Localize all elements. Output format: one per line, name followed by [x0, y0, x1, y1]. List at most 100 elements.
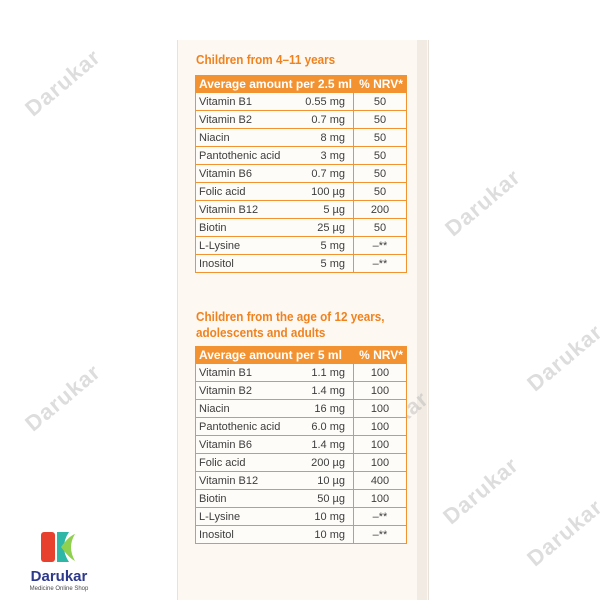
header-nrv-label: % NRV*: [359, 348, 403, 362]
nutrition-table-children: Average amount per 2.5 ml % NRV* Vitamin…: [195, 75, 407, 273]
nutrient-name: Vitamin B1: [199, 95, 252, 108]
table-row: L-Lysine 10 mg –**: [195, 508, 407, 526]
watermark: Darukar: [522, 319, 600, 397]
header-amount-label: Average amount per 2.5 ml: [199, 77, 352, 91]
nutrient-amount: 10 mg: [292, 526, 354, 543]
table-row: Folic acid 200 µg 100: [195, 454, 407, 472]
nutrient-amount: 100 µg: [292, 183, 354, 200]
nutrient-name: L-Lysine: [199, 510, 241, 523]
nutrient-amount: 10 mg: [292, 508, 354, 525]
nutrient-name: L-Lysine: [199, 239, 241, 252]
header-nrv-label: % NRV*: [359, 77, 403, 91]
watermark: Darukar: [440, 164, 526, 242]
nutrient-nrv: 50: [373, 149, 387, 162]
nutrient-name: Pantothenic acid: [199, 420, 281, 433]
section-heading: Children from the age of 12 years, adole…: [196, 309, 385, 341]
table-row: Vitamin B1 1.1 mg 100: [195, 364, 407, 382]
nutrient-nrv: 100: [370, 420, 390, 433]
logo-tagline: Medicine Online Shop: [29, 586, 89, 592]
table-row: L-Lysine 5 mg –**: [195, 237, 407, 255]
nutrient-nrv: –**: [372, 528, 388, 541]
table-row: Vitamin B12 10 µg 400: [195, 472, 407, 490]
nutrient-nrv: –**: [372, 257, 388, 270]
nutrient-amount: 200 µg: [292, 454, 354, 471]
panel-edge: [417, 40, 427, 600]
nutrient-name: Biotin: [199, 492, 227, 505]
nutrient-nrv: 400: [370, 474, 390, 487]
table-row: Folic acid 100 µg 50: [195, 183, 407, 201]
nutrient-name: Vitamin B12: [199, 474, 259, 487]
nutrient-name: Pantothenic acid: [199, 149, 281, 162]
nutrient-amount: 6.0 mg: [292, 418, 354, 435]
heading-line: adolescents and adults: [196, 325, 326, 340]
nutrient-amount: 0.7 mg: [292, 165, 354, 182]
table-row: Pantothenic acid 6.0 mg 100: [195, 418, 407, 436]
nutrient-amount: 1.1 mg: [292, 364, 354, 381]
nutrient-name: Vitamin B6: [199, 167, 252, 180]
nutrient-nrv: 50: [373, 221, 387, 234]
logo-mark-icon: [41, 532, 75, 562]
table-row: Vitamin B12 5 µg 200: [195, 201, 407, 219]
nutrient-name: Folic acid: [199, 456, 246, 469]
table-header: Average amount per 2.5 ml % NRV*: [195, 75, 407, 93]
table-row: Pantothenic acid 3 mg 50: [195, 147, 407, 165]
nutrient-name: Vitamin B6: [199, 438, 252, 451]
nutrient-amount: 0.7 mg: [292, 111, 354, 128]
nutrient-amount: 10 µg: [292, 472, 354, 489]
table-row: Vitamin B1 0.55 mg 50: [195, 93, 407, 111]
nutrient-name: Niacin: [199, 131, 230, 144]
nutrient-nrv: 100: [370, 402, 390, 415]
nutrient-amount: 50 µg: [292, 490, 354, 507]
nutrient-name: Biotin: [199, 221, 227, 234]
header-amount-label: Average amount per 5 ml: [199, 348, 342, 362]
table-row: Vitamin B6 0.7 mg 50: [195, 165, 407, 183]
nutrient-name: Inositol: [199, 257, 234, 270]
nutrient-amount: 1.4 mg: [292, 382, 354, 399]
nutrient-nrv: 100: [370, 456, 390, 469]
watermark: Darukar: [438, 452, 524, 530]
nutrient-amount: 8 mg: [292, 129, 354, 146]
nutrient-nrv: 50: [373, 131, 387, 144]
nutrient-name: Inositol: [199, 528, 234, 541]
logo-name: Darukar: [30, 568, 88, 585]
nutrition-table-adults: Average amount per 5 ml % NRV* Vitamin B…: [195, 346, 407, 544]
nutrient-amount: 25 µg: [292, 219, 354, 236]
nutrient-amount: 3 mg: [292, 147, 354, 164]
nutrient-name: Vitamin B2: [199, 113, 252, 126]
nutrient-amount: 0.55 mg: [292, 93, 354, 110]
nutrient-name: Folic acid: [199, 185, 246, 198]
nutrient-nrv: 100: [370, 492, 390, 505]
nutrient-name: Vitamin B2: [199, 384, 252, 397]
nutrient-amount: 5 mg: [292, 255, 354, 272]
table-row: Biotin 25 µg 50: [195, 219, 407, 237]
watermark: Darukar: [522, 494, 600, 572]
nutrient-amount: 5 µg: [292, 201, 354, 218]
table-header: Average amount per 5 ml % NRV*: [195, 346, 407, 364]
nutrient-nrv: 100: [370, 438, 390, 451]
table-row: Inositol 5 mg –**: [195, 255, 407, 273]
table-row: Vitamin B2 0.7 mg 50: [195, 111, 407, 129]
table-row: Vitamin B6 1.4 mg 100: [195, 436, 407, 454]
nutrient-nrv: 50: [373, 113, 387, 126]
nutrient-nrv: 50: [373, 167, 387, 180]
nutrient-amount: 5 mg: [292, 237, 354, 254]
nutrient-name: Vitamin B1: [199, 366, 252, 379]
table-row: Biotin 50 µg 100: [195, 490, 407, 508]
nutrient-nrv: 200: [370, 203, 390, 216]
table-row: Niacin 8 mg 50: [195, 129, 407, 147]
watermark: Darukar: [20, 359, 106, 437]
nutrient-name: Vitamin B12: [199, 203, 259, 216]
nutrient-nrv: –**: [372, 239, 388, 252]
nutrient-nrv: –**: [372, 510, 388, 523]
table-row: Inositol 10 mg –**: [195, 526, 407, 544]
table-row: Niacin 16 mg 100: [195, 400, 407, 418]
nutrient-amount: 1.4 mg: [292, 436, 354, 453]
table-row: Vitamin B2 1.4 mg 100: [195, 382, 407, 400]
nutrient-amount: 16 mg: [292, 400, 354, 417]
section-heading: Children from 4–11 years: [196, 52, 336, 67]
nutrient-nrv: 100: [370, 384, 390, 397]
heading-line: Children from the age of 12 years,: [196, 309, 385, 324]
nutrient-name: Niacin: [199, 402, 230, 415]
watermark: Darukar: [20, 44, 106, 122]
nutrient-nrv: 50: [373, 95, 387, 108]
